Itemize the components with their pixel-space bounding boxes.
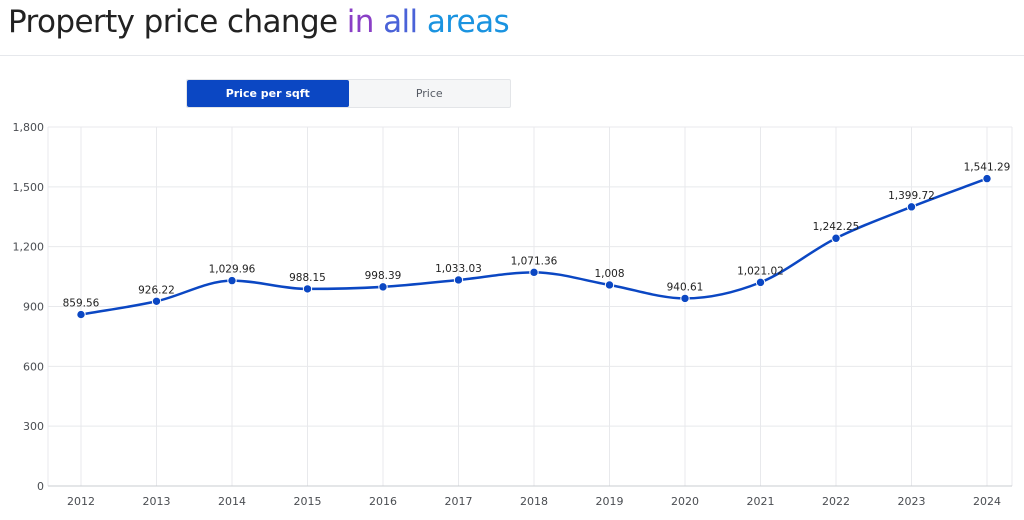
x-tick-label: 2015 — [294, 495, 322, 508]
data-label: 1,008 — [594, 268, 624, 280]
data-point — [378, 282, 388, 292]
data-point — [982, 173, 992, 184]
series-layer — [76, 173, 992, 320]
data-label: 1,033.03 — [435, 263, 482, 275]
x-tick-label: 2012 — [67, 495, 95, 508]
x-tick-label: 2023 — [898, 495, 926, 508]
data-label: 1,399.72 — [888, 190, 935, 202]
header-divider — [0, 55, 1024, 56]
data-label: 988.15 — [289, 272, 326, 284]
title-word-areas: areas — [426, 4, 510, 40]
data-label: 998.39 — [365, 270, 402, 282]
label-layer: 859.56 926.22 1,029.96 988.15 998.39 1,033.03… — [63, 162, 1011, 310]
x-tick-label: 2018 — [520, 495, 548, 508]
page-title: Property price change in all areas — [8, 4, 510, 40]
title-word-in: in — [346, 4, 375, 40]
x-tick-label: 2020 — [671, 495, 699, 508]
data-label: 926.22 — [138, 284, 175, 296]
x-tick-label: 2014 — [218, 495, 246, 508]
x-tick-label: 2016 — [369, 495, 397, 508]
x-tick-label: 2022 — [822, 495, 850, 508]
y-tick-label: 900 — [23, 301, 44, 314]
title-lead: Property price change — [8, 4, 347, 40]
data-label: 859.56 — [63, 298, 100, 310]
data-point — [831, 233, 841, 243]
grid-layer — [48, 126, 1013, 486]
data-point — [755, 277, 766, 288]
data-point — [227, 275, 237, 286]
data-label: 1,242.25 — [813, 221, 860, 233]
y-tick-label: 0 — [37, 480, 44, 493]
data-label: 1,071.36 — [511, 255, 558, 267]
y-tick-label: 300 — [23, 420, 44, 433]
x-tick-label: 2017 — [445, 495, 473, 508]
y-tick-label: 1,500 — [13, 181, 45, 194]
data-point — [302, 284, 313, 294]
data-label: 1,029.96 — [209, 264, 256, 276]
data-label: 1,541.29 — [964, 162, 1011, 174]
y-tick-label: 600 — [23, 360, 44, 373]
data-point — [151, 296, 162, 306]
data-point — [76, 309, 86, 320]
y-tick-label: 1,200 — [13, 241, 45, 254]
x-tick-label: 2013 — [143, 495, 171, 508]
data-label: 940.61 — [667, 281, 704, 293]
data-point — [906, 202, 917, 212]
x-tick-label: 2024 — [973, 495, 1001, 508]
data-point — [604, 280, 615, 290]
metric-toggle: Price per sqft Price — [186, 79, 511, 108]
axis-layer: 0 300 600 900 1,200 1,500 1,800 2012 2013 2014 201… — [13, 121, 1012, 508]
data-point — [529, 267, 539, 278]
x-tick-label: 2019 — [596, 495, 624, 508]
title-word-all: all — [383, 4, 418, 40]
x-tick-label: 2021 — [747, 495, 775, 508]
price-per-sqft-tab[interactable]: Price per sqft — [187, 80, 349, 107]
data-point — [453, 275, 464, 285]
data-point — [680, 293, 690, 304]
price-tab[interactable]: Price — [415, 87, 443, 100]
data-label: 1,021.02 — [737, 265, 784, 277]
y-tick-label: 1,800 — [13, 121, 45, 134]
